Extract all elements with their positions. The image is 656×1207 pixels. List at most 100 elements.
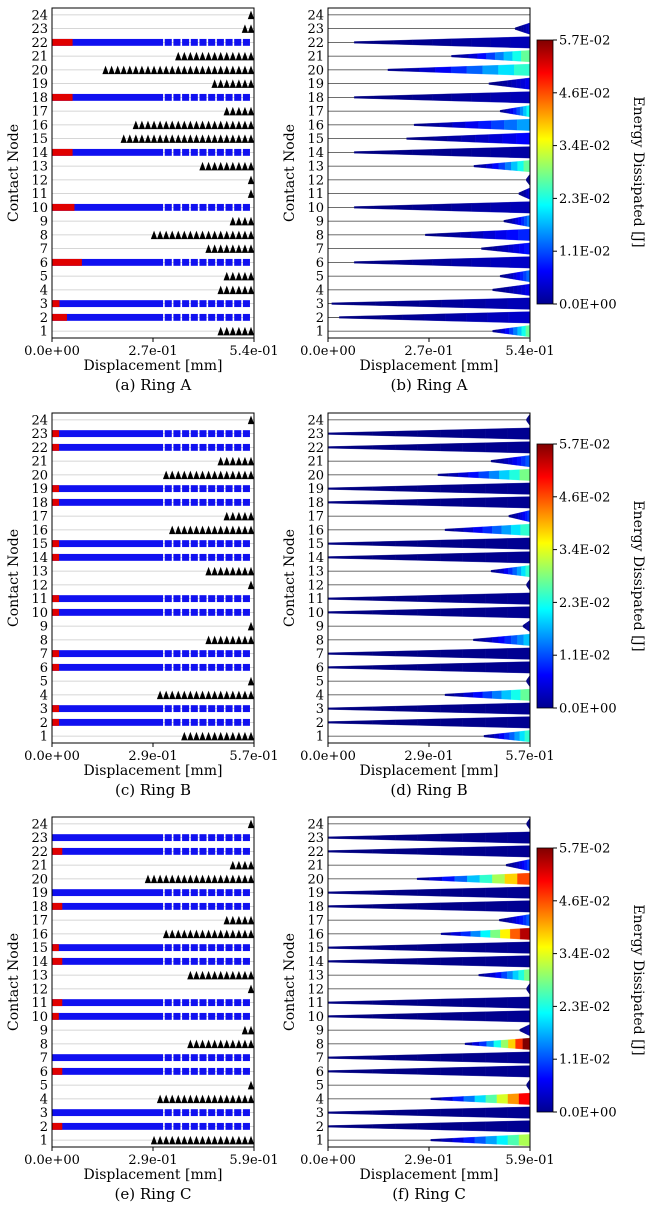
slip-segment: [182, 300, 190, 308]
energy-band: [440, 833, 463, 842]
slip-segment: [225, 834, 233, 842]
ytick-label: 7: [40, 242, 48, 257]
ytick-label: 21: [31, 455, 48, 470]
marker: [247, 189, 255, 198]
energy-band: [507, 955, 531, 968]
energy-band: [327, 1069, 351, 1073]
slip-segment: [234, 1054, 242, 1062]
marker: [199, 1135, 206, 1145]
marker: [205, 1039, 212, 1049]
energy-band: [513, 861, 517, 869]
energy-band: [327, 555, 351, 559]
energy-band: [440, 484, 463, 493]
marker: [193, 929, 200, 939]
marker: [235, 271, 243, 281]
slip-segment: [208, 957, 216, 965]
slip-bar: [52, 203, 164, 211]
slip-segment: [216, 258, 224, 266]
marker: [199, 120, 206, 130]
colorbar-tick-label: 1.1E-02: [559, 245, 610, 260]
energy-band: [417, 704, 441, 713]
marker: [181, 65, 188, 75]
energy-band: [372, 903, 396, 910]
energy-band: [440, 932, 452, 936]
slip-segment: [199, 1109, 207, 1117]
energy-band: [514, 63, 531, 76]
energy-band: [464, 1042, 473, 1046]
energy-band: [430, 1138, 442, 1142]
slip-segment: [234, 595, 242, 603]
energy-band: [490, 569, 496, 573]
slip-segment: [199, 1067, 207, 1075]
energy-band: [484, 832, 508, 844]
energy-band: [509, 327, 514, 335]
slip-segment: [234, 443, 242, 451]
ytick-label: 17: [31, 510, 48, 525]
energy-band: [499, 274, 504, 278]
marker: [241, 271, 249, 281]
ytick-label: 9: [40, 1024, 48, 1039]
marker: [235, 106, 243, 116]
ytick-label: 20: [31, 468, 48, 483]
slip-segment: [225, 540, 233, 548]
energy-band: [499, 732, 505, 740]
marker: [223, 285, 230, 295]
colorbar-label: Energy Dissipated [J]: [630, 500, 646, 651]
marker: [247, 456, 255, 466]
marker: [247, 1094, 255, 1104]
energy-band: [474, 1095, 487, 1103]
marker: [229, 690, 237, 700]
marker: [217, 161, 224, 171]
slip-segment: [164, 93, 172, 101]
ytick-label: 11: [307, 187, 324, 202]
energy-band: [417, 902, 441, 911]
slip-segment: [216, 1054, 224, 1062]
energy-band: [521, 216, 525, 226]
energy-band: [504, 732, 510, 740]
energy-band: [460, 231, 472, 239]
colorbar-tick-label: 5.7E-02: [559, 438, 610, 453]
energy-band: [519, 106, 524, 116]
slip-segment: [173, 595, 181, 603]
marker: [175, 134, 182, 143]
energy-band: [440, 663, 463, 672]
energy-band: [521, 325, 526, 337]
marker: [169, 65, 176, 75]
energy-band: [515, 512, 519, 520]
energy-band: [440, 429, 463, 438]
marker: [162, 65, 170, 75]
slip-segment: [164, 430, 172, 438]
energy-band: [506, 229, 519, 241]
energy-band: [503, 219, 507, 223]
energy-band: [501, 525, 512, 535]
marker: [247, 566, 255, 576]
marker: [241, 134, 249, 143]
slip-segment: [199, 608, 207, 616]
stick-bar: [52, 93, 73, 101]
energy-band: [350, 610, 374, 615]
ytick-label: 9: [316, 215, 324, 230]
marker: [241, 970, 249, 980]
ytick-label: 21: [307, 859, 324, 874]
slip-segment: [234, 650, 242, 658]
ytick-label: 22: [307, 845, 324, 860]
marker: [247, 984, 255, 994]
energy-band: [518, 216, 522, 226]
energy-band: [462, 662, 486, 673]
energy-band: [375, 300, 398, 307]
colorbar-tick-label: 1.1E-02: [559, 649, 610, 664]
marker: [229, 456, 237, 466]
marker: [120, 65, 127, 75]
marker: [169, 1135, 176, 1145]
slip-segment: [225, 430, 233, 438]
marker: [247, 970, 255, 980]
slip-segment: [242, 148, 250, 156]
energy-band: [522, 1037, 531, 1050]
marker: [211, 470, 218, 480]
marker: [169, 929, 176, 939]
energy-band: [432, 203, 453, 212]
slip-segment: [242, 650, 250, 658]
colorbar-tick-label: 1.1E-02: [559, 1053, 610, 1068]
slip-segment: [182, 553, 190, 561]
ytick-label: 19: [307, 482, 324, 497]
